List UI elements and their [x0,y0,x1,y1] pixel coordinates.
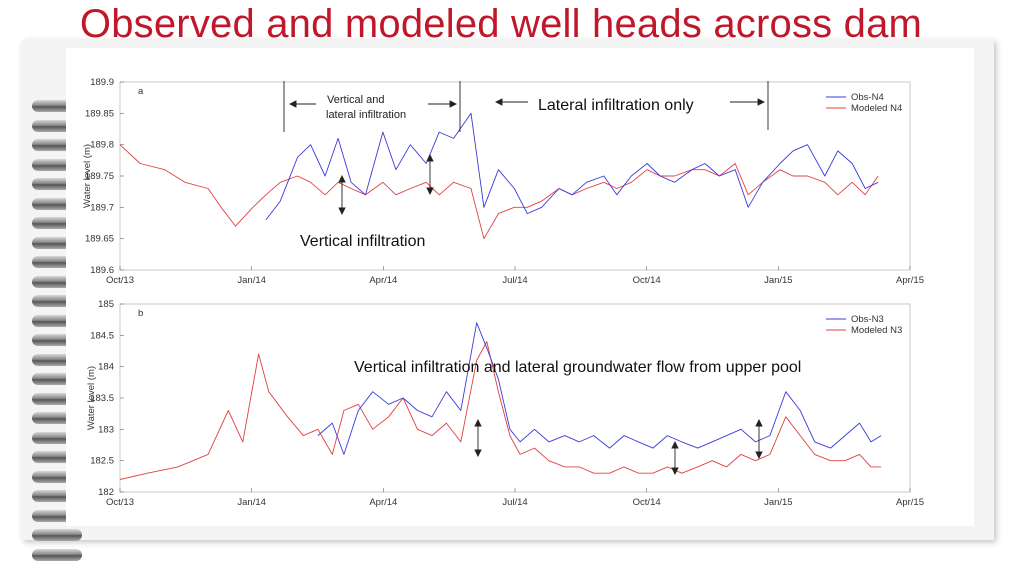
series-line-obs-n3 [317,322,882,455]
panel-a-ylabel: Water level (m) [82,144,93,208]
panel-b-ytick-label: 184 [98,362,114,373]
arrow-head-left-1 [288,100,297,108]
legend-obs-n4: Obs-N4 [851,92,884,103]
figure-sheet: a 189.6 189.65 189.7 189.75 189.8 189.85 189.9… [66,48,974,526]
panel-b-xtick-label: Oct/13 [106,497,134,508]
panel-b-ytick-label: 182.5 [90,456,114,467]
panel-b-ytick-label: 184.5 [90,330,114,341]
panel-b: b 182 182.5 183 183.5 184 184.5 185 Oct/13 Jan/… [86,299,924,508]
panel-b-xtick-label: Apr/15 [896,497,924,508]
panel-a-ytick-label: 189.7 [90,202,114,213]
arrow-head-right-2 [757,98,766,106]
panel-b-frame [119,303,911,493]
panel-a-xtick-label: Apr/15 [896,275,924,286]
annotation-vertical-lateral-2: lateral infiltration [326,109,406,121]
arrow-head-right-1 [449,100,458,108]
panel-a-ytick-label: 189.6 [90,265,114,276]
chart-svg: a 189.6 189.65 189.7 189.75 189.8 189.85 189.9… [82,77,924,508]
legend-modeled-n4: Modeled N4 [851,103,902,114]
panel-a-xtick-label: Oct/13 [106,275,134,286]
series-line-modeled-n4 [119,144,879,240]
panel-a-xtick-label: Jul/14 [502,275,527,286]
annotation-vertical-only: Vertical infiltration [300,233,425,250]
panel-a-legend: Obs-N4 Modeled N4 [826,92,902,114]
panel-b-xtick-label: Apr/14 [369,497,397,508]
legend-obs-n3: Obs-N3 [851,314,884,325]
slide-title: Observed and modeled well heads across d… [79,2,923,46]
panel-b-xtick-label: Jan/14 [237,497,266,508]
gap-arrow-b3-top [755,418,763,427]
series-line-modeled-n3 [119,341,882,480]
panel-b-xtick-label: Jan/15 [764,497,793,508]
series-line-obs-n4 [265,112,879,221]
gap-arrow-2-top [426,153,434,162]
panel-a: a 189.6 189.65 189.7 189.75 189.8 189.85 189.9… [82,77,924,286]
panel-a-ytick-label: 189.8 [90,140,114,151]
gap-arrow-b2-bottom [671,467,679,476]
legend-modeled-n3: Modeled N3 [851,325,902,336]
annotation-lateral-flow: Vertical infiltration and lateral ground… [354,359,801,376]
gap-arrow-b3-bottom [755,451,763,460]
panel-b-gap-arrows [474,418,763,476]
panel-b-ytick-label: 183 [98,424,114,435]
panel-a-label: a [138,86,144,97]
gap-arrow-b1-top [474,418,482,427]
gap-arrow-b1-bottom [474,449,482,458]
gap-arrow-1-top [338,174,346,183]
panel-b-ytick-label: 183.5 [90,393,114,404]
panel-a-xtick-label: Apr/14 [369,275,397,286]
annotation-vertical-lateral-1: Vertical and [327,94,384,106]
gap-arrow-b2-top [671,440,679,449]
panel-a-annotations [283,81,769,216]
panel-a-ytick-label: 189.85 [85,108,114,119]
panel-b-label: b [138,308,143,319]
panel-b-legend: Obs-N3 Modeled N3 [826,314,902,336]
panel-b-ylabel: Water level (m) [86,366,97,430]
panel-a-ytick-label: 189.75 [85,171,114,182]
arrow-head-left-2 [494,98,503,106]
spiral-ring [32,548,82,561]
panel-b-xtick-label: Oct/14 [633,497,661,508]
panel-a-ytick-label: 189.65 [85,234,114,245]
gap-arrow-1-bottom [338,207,346,216]
gap-arrow-2-bottom [426,187,434,196]
panel-a-xtick-label: Jan/14 [237,275,266,286]
panel-b-xtick-label: Jul/14 [502,497,527,508]
panel-b-ytick-label: 185 [98,299,114,310]
spiral-ring [32,529,82,541]
panel-a-ytick-label: 189.9 [90,77,114,88]
annotation-lateral-only: Lateral infiltration only [538,97,694,114]
panel-a-xtick-label: Oct/14 [633,275,661,286]
panel-a-xtick-label: Jan/15 [764,275,793,286]
panel-a-frame [119,81,911,271]
panel-b-ytick-label: 182 [98,487,114,498]
